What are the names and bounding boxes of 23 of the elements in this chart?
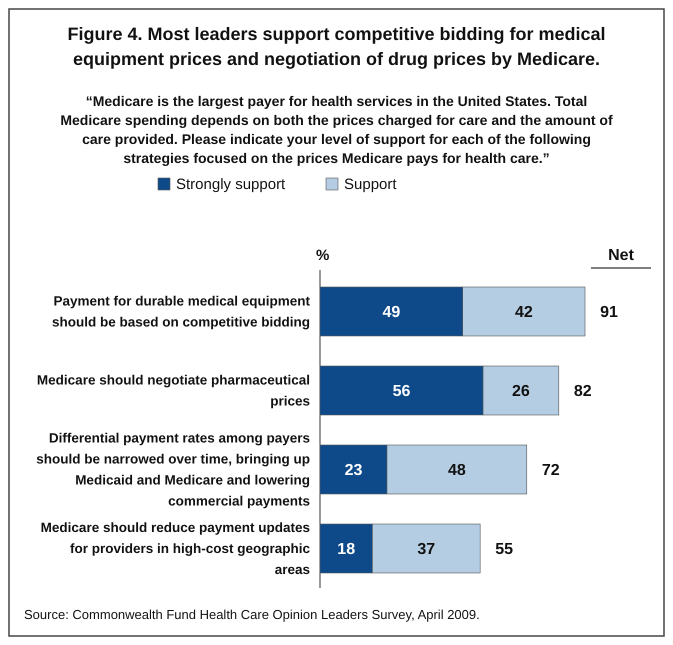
x-axis-title: % — [316, 247, 330, 264]
data-label: 56 — [392, 383, 411, 400]
data-label: 18 — [337, 541, 356, 558]
y-tick-label: Medicare should negotiate pharmaceutical prices — [36, 372, 310, 409]
total-label: 91 — [600, 304, 618, 322]
legend-label: Strongly support — [176, 176, 286, 193]
chart-title: Figure 4. Most leaders support competitive bidding for medical equipment prices and negotiation of drug prices by Medicare. — [67, 24, 606, 69]
legend-label: Support — [344, 176, 398, 193]
chart-subtitle: “Medicare is the largest payer for health services in the United States. Total Medicare spending depends on both the prices charged for care and the amount of care provided. Please indicate your level of support for each of the following strategies focused on the prices Medicare pays for health care.” — [60, 93, 613, 166]
total-label: 72 — [542, 462, 560, 480]
data-label: 42 — [514, 304, 533, 322]
y-tick-label: Differential payment rates among payers should be narrowed over time, bringing up Medicaid and Medicare and lowering commercial payments — [36, 430, 310, 509]
data-label: 48 — [448, 462, 466, 480]
data-label: 37 — [417, 541, 436, 558]
data-label: 49 — [382, 304, 400, 322]
source-note: Source: Commonwealth Fund Health Care Opinion Leaders Survey, April 2009. — [24, 607, 480, 622]
total-label: 82 — [574, 383, 592, 400]
y-tick-label: Payment for durable medical equipment should be based on competitive bidding — [52, 294, 310, 330]
text: Net — [608, 247, 635, 264]
total-label: 55 — [495, 541, 514, 558]
y-tick-label: Medicare should reduce payment updates for providers in high-cost geographic areas — [40, 520, 310, 578]
data-label: 23 — [344, 462, 362, 480]
data-label: 26 — [512, 383, 530, 400]
